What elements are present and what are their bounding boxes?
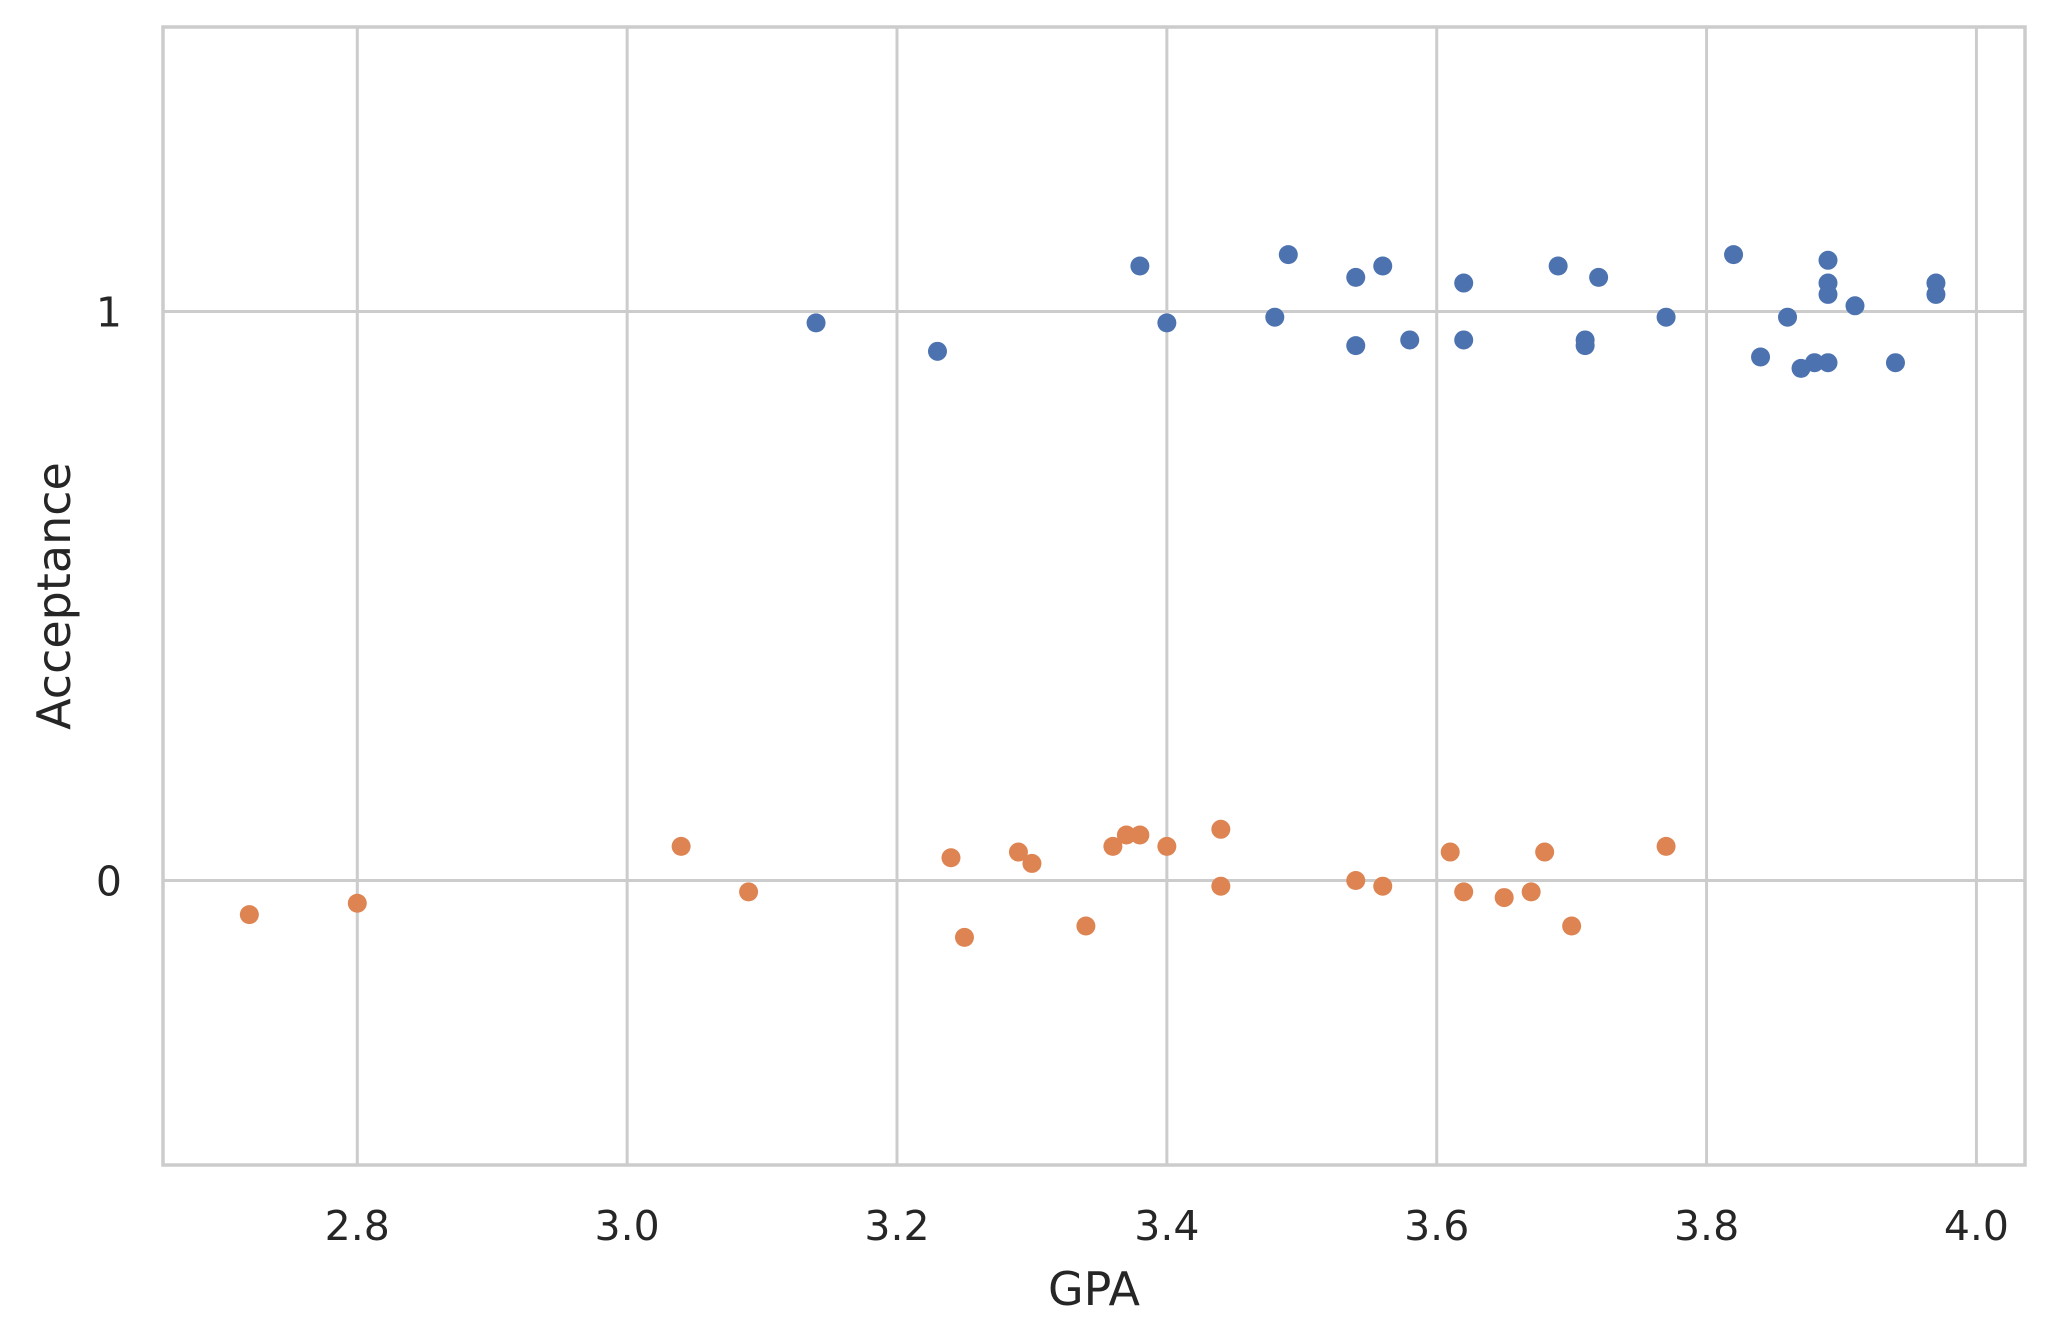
rejected-point [1116,825,1136,845]
rejected-point [1440,842,1460,862]
accepted-point [1373,256,1393,276]
grid [163,27,2025,1165]
y-tick-label: 0 [96,858,122,906]
rejected-point [239,905,259,925]
rejected-point [1157,836,1177,856]
accepted-point [1656,307,1676,327]
x-tick-label: 3.6 [1404,1202,1469,1250]
x-tick-label: 3.0 [595,1202,660,1250]
accepted-point [1818,250,1838,270]
accepted-point [1805,353,1825,373]
accepted-point [1778,307,1798,327]
x-tick-label: 3.2 [864,1202,929,1250]
rejected-point [347,893,367,913]
accepted-point [806,313,826,333]
y-axis-label: Acceptance [27,462,81,730]
rejected-point [1521,882,1541,902]
accepted-point [1818,353,1838,373]
accepted-point [1575,336,1595,356]
rejected-point [1656,836,1676,856]
rejected-point [671,836,691,856]
rejected-point [941,848,961,868]
accepted-point [1454,330,1474,350]
x-tick-label: 3.8 [1674,1202,1739,1250]
y-tick-label: 1 [96,289,122,337]
accepted-point [1265,307,1285,327]
accepted-point [1724,245,1744,265]
rejected-point [1346,871,1366,890]
y-tick-labels: 01 [96,289,122,906]
rejected-point [1130,825,1150,845]
accepted-point [1885,353,1905,373]
rejected-point [1008,842,1028,862]
accepted-point [927,341,947,361]
accepted-point [1751,347,1771,367]
accepted-point [1454,273,1474,293]
x-tick-label: 4.0 [1944,1202,2009,1250]
x-axis-label: GPA [1048,1262,1140,1316]
rejected-point [1211,819,1231,839]
plot-frame [161,25,2027,1167]
x-tick-label: 2.8 [325,1202,390,1250]
data-points [239,245,1946,947]
rejected-point [1494,888,1514,908]
accepted-point [1130,256,1150,276]
rejected-point [739,882,759,902]
accepted-point [1346,267,1366,287]
accepted-point [1845,296,1865,316]
accepted-point [1400,330,1420,350]
rejected-point [1103,836,1123,856]
x-tick-labels: 2.8 3.0 3.2 3.4 3.6 3.8 4.0 [325,1202,2009,1250]
x-tick-label: 3.4 [1134,1202,1199,1250]
accepted-point [1926,284,1946,304]
rejected-point [1454,882,1474,902]
accepted-point [1589,267,1609,287]
rejected-point [954,927,974,947]
rejected-point [1076,916,1096,936]
accepted-point [1548,256,1568,276]
rejected-point [1562,916,1582,936]
accepted-point [1278,245,1298,265]
accepted-point [1818,284,1838,304]
rejected-point [1535,842,1555,862]
accepted-point [1157,313,1177,333]
rejected-point [1022,853,1042,873]
rejected-point [1211,876,1231,896]
accepted-point [1346,336,1366,356]
rejected-point [1373,876,1393,896]
